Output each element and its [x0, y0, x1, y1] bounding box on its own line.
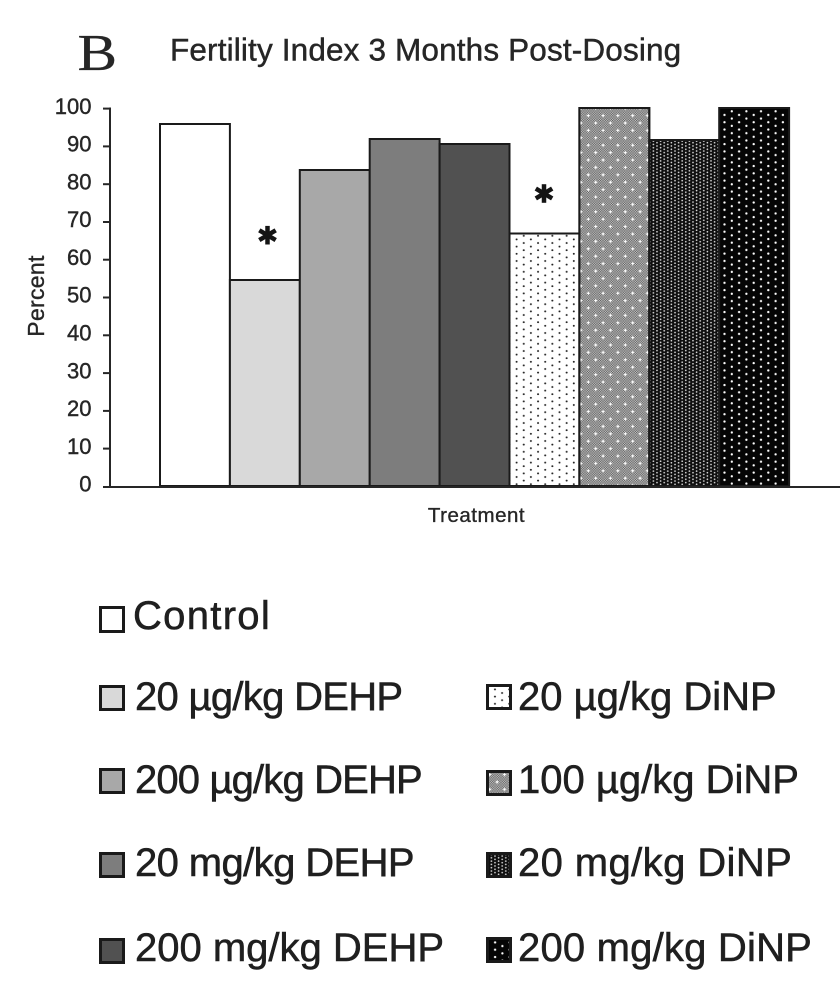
svg-text:B: B	[78, 24, 118, 82]
svg-text:10: 10	[67, 434, 91, 459]
svg-text:40: 40	[67, 321, 91, 346]
svg-text:20: 20	[67, 396, 91, 421]
svg-text:Fertility Index 3 Months Post-: Fertility Index 3 Months Post-Dosing	[170, 32, 681, 68]
svg-text:90: 90	[67, 132, 91, 157]
svg-text:0: 0	[79, 472, 91, 497]
svg-text:100: 100	[55, 94, 92, 119]
svg-text:70: 70	[67, 207, 91, 232]
svg-text:30: 30	[67, 358, 91, 383]
svg-text:Treatment: Treatment	[428, 504, 525, 527]
svg-text:50: 50	[67, 283, 91, 308]
svg-text:80: 80	[67, 169, 91, 194]
svg-text:60: 60	[67, 245, 91, 270]
svg-text:Percent: Percent	[23, 255, 49, 337]
